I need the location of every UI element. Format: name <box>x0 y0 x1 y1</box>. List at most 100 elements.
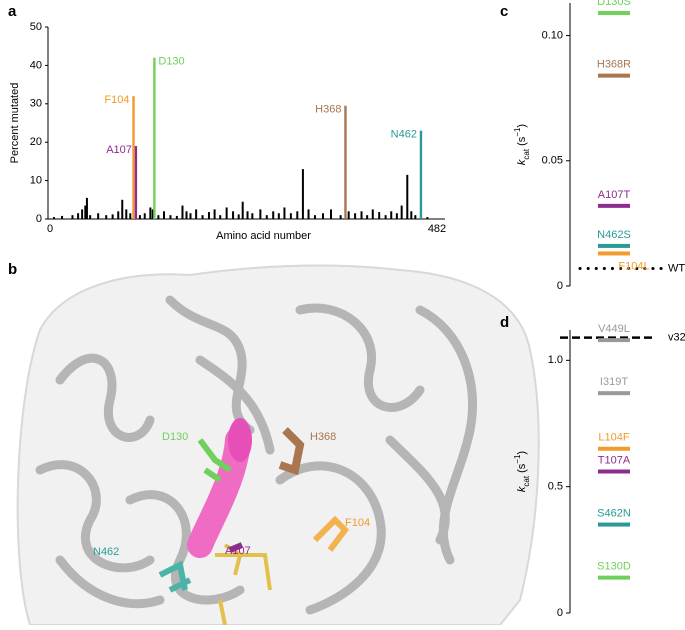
bar <box>384 215 387 219</box>
rate-label: H368R <box>597 59 631 71</box>
y-axis-label: kcat (s−1) <box>513 124 531 165</box>
bar <box>207 212 210 219</box>
bar <box>121 199 124 219</box>
bar <box>138 215 141 219</box>
bar <box>313 215 316 219</box>
highlight-label: D130 <box>158 56 184 68</box>
highlight-bar <box>134 146 138 219</box>
bar <box>321 213 324 219</box>
residue-label: D130 <box>162 431 188 443</box>
bar <box>225 207 228 219</box>
residue-label: F104 <box>345 517 370 529</box>
label-part: ) <box>516 451 528 455</box>
bar <box>259 209 262 219</box>
residue-h368 <box>278 427 305 476</box>
panel-label: c <box>500 3 508 20</box>
bar <box>414 215 417 219</box>
bar <box>232 211 235 219</box>
bar <box>117 211 120 219</box>
y-tick-label: 40 <box>30 59 42 71</box>
panel-label: b <box>8 261 17 278</box>
bar <box>395 213 398 219</box>
residue-a107 <box>228 542 244 553</box>
bar <box>143 213 146 219</box>
bar <box>157 215 160 219</box>
residue-d130 <box>197 438 232 483</box>
rate-mark <box>598 446 630 451</box>
bar <box>289 213 292 219</box>
bar <box>195 209 198 219</box>
highlight-bar <box>153 57 156 219</box>
rate-mark <box>598 469 630 474</box>
bar <box>85 197 88 219</box>
y-tick-label: 30 <box>30 98 42 110</box>
bar <box>390 211 393 219</box>
residue-label: H368 <box>310 431 336 443</box>
bar <box>330 209 333 219</box>
x-tick-label: 482 <box>428 223 446 235</box>
bar <box>241 201 244 219</box>
y-axis-label: Percent mutated <box>9 83 21 164</box>
rate-label: F104L <box>618 260 649 272</box>
highlight-label: F104 <box>104 94 129 106</box>
protein-structure <box>16 264 540 626</box>
bar <box>151 209 154 219</box>
bar <box>426 217 429 219</box>
residue-f104 <box>312 515 349 552</box>
bar <box>296 211 299 219</box>
residue-label: A107 <box>225 545 251 557</box>
bar <box>354 213 357 219</box>
label-part: k <box>516 159 528 165</box>
bar <box>410 211 413 219</box>
residue-label: N462 <box>93 546 119 558</box>
rate-label: T107A <box>598 454 631 466</box>
y-tick-label: 1.0 <box>548 354 563 366</box>
y-tick-label: 0.05 <box>542 155 563 167</box>
rate-label: S130D <box>597 561 631 573</box>
label-part: −1 <box>513 127 522 137</box>
bar <box>181 205 184 219</box>
rate-mark <box>598 575 630 580</box>
bar <box>105 215 108 219</box>
rate-label: D130S <box>597 0 631 8</box>
label-part: ) <box>516 124 528 128</box>
bar <box>97 213 100 219</box>
residue-n462 <box>158 560 192 593</box>
bar <box>251 213 254 219</box>
rate-label: L104F <box>598 432 629 444</box>
bar <box>125 209 128 219</box>
label-part: (s <box>516 136 528 149</box>
highlight-bar <box>419 130 423 219</box>
rate-label: N462S <box>597 229 631 241</box>
highlight-bar <box>132 96 135 219</box>
highlight-bar <box>344 105 347 219</box>
rate-label: V449L <box>598 323 630 335</box>
bar <box>84 205 87 219</box>
bar <box>175 215 178 219</box>
bar <box>89 215 92 219</box>
bar <box>61 215 64 219</box>
rate-mark <box>598 11 630 16</box>
y-tick-label: 0.5 <box>548 481 563 493</box>
bar <box>201 215 204 219</box>
rate-label: S462N <box>597 507 631 519</box>
bar <box>149 207 152 219</box>
y-tick-label: 20 <box>30 136 42 148</box>
tunnel-end <box>228 418 252 462</box>
label-part: −1 <box>513 454 522 464</box>
bar <box>265 215 268 219</box>
bar <box>81 209 84 219</box>
label-part: cat <box>522 148 531 159</box>
bar <box>406 174 409 219</box>
surface <box>16 264 540 626</box>
y-tick-label: 0 <box>557 607 563 619</box>
rate-mark <box>598 73 630 78</box>
bar <box>347 211 350 219</box>
rate-mark <box>598 522 630 527</box>
bar <box>307 209 310 219</box>
rate-mark <box>598 243 630 248</box>
label-part: cat <box>522 475 531 486</box>
rate-mark <box>598 391 630 396</box>
highlight-label: A107 <box>106 144 132 156</box>
